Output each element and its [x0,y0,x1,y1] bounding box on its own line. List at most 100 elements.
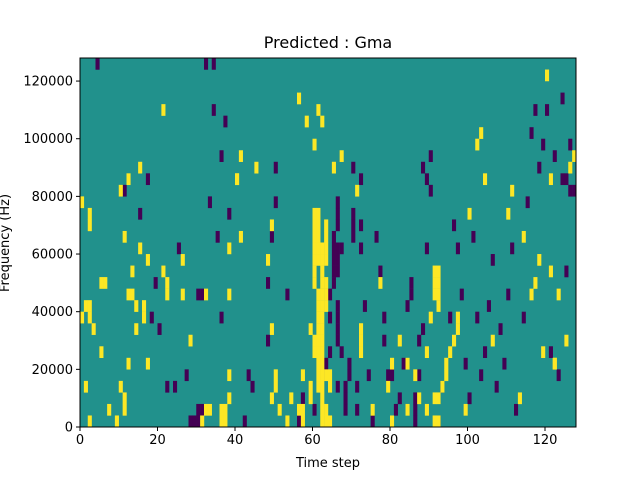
heatmap-cell-low [479,369,484,382]
heatmap-cell-low [328,311,333,324]
heatmap-cell-high [320,415,325,428]
heatmap-cell-high [432,277,437,289]
heatmap-cell-low [184,369,189,382]
heatmap-cell-high [204,403,209,416]
heatmap-cell-low [273,161,278,174]
heatmap-cell-low [331,265,336,278]
heatmap-cell-high [114,415,119,428]
heatmap-cell-high [568,161,573,174]
plot-frame [79,57,577,428]
heatmap-cell-high [227,242,232,255]
y-axis-label: Frequency (Hz) [0,194,13,292]
heatmap-cell-low [227,207,232,220]
heatmap-cell-low [463,357,468,370]
x-tick-label: 40 [227,433,244,448]
heatmap-cell-low [421,161,426,174]
heatmap-cell-low [506,288,511,301]
heatmap-cell-high [316,334,321,347]
heatmap-cell-low [409,288,414,301]
chart-title: Predicted : Gma [264,33,392,52]
x-axis: 0 20 40 60 80 100 120 [76,427,558,448]
heatmap-cell-low [568,184,573,197]
heatmap-cell-high [390,357,395,370]
heatmap-cell-high [300,415,305,428]
heatmap-cell-low [455,242,460,255]
heatmap-cell-low [215,230,220,243]
heatmap-cell-low [548,346,553,359]
heatmap-cell-low [351,230,356,243]
heatmap-cell-high [324,242,329,255]
heatmap-cell-high [138,242,143,255]
heatmap-cell-high [390,415,395,428]
heatmap-cell-low [413,415,418,428]
heatmap-cell-low [250,380,255,393]
heatmap-cell-low [335,265,340,278]
heatmap-cell-high [87,415,92,428]
heatmap-cells [80,58,577,428]
heatmap-cell-high [316,369,321,382]
heatmap-cell-low [564,173,569,186]
heatmap-cell-low [331,277,336,289]
heatmap-cell-low [351,207,356,220]
heatmap-cell-low [331,242,336,255]
heatmap-cell-high [300,369,305,382]
heatmap-cell-low [490,254,495,266]
heatmap-cell-low [502,357,507,370]
heatmap-cell-high [463,403,468,416]
heatmap-cell-low [223,115,228,128]
heatmap-cell-low [351,161,356,174]
heatmap-cell-low [355,403,360,416]
heatmap-cell-high [219,415,224,428]
heatmap-cell-low [219,311,224,324]
heatmap-cell-high [142,311,147,324]
heatmap-cell-high [552,357,557,370]
heatmap-cell-low [192,415,197,428]
heatmap-cell-low [409,277,414,289]
heatmap-cell-high [444,369,449,382]
heatmap-cell-high [467,207,472,220]
heatmap-cell-low [347,357,352,370]
x-axis-label: Time step [295,456,360,471]
heatmap-cell-low [525,196,530,209]
heatmap-cell-low [374,230,379,243]
heatmap-cell-high [312,219,317,232]
heatmap-cell-low [328,346,333,359]
heatmap-cell-high [188,334,193,347]
heatmap-cell-high [118,380,123,393]
heatmap-cell-high [328,369,333,382]
heatmap-cell-high [324,219,329,232]
heatmap-cell-high [436,265,441,278]
y-axis: 0 20000 40000 60000 80000 100000 120000 [23,75,80,436]
heatmap-cell-high [180,288,185,301]
heatmap-cell-low [533,104,538,116]
heatmap-cell-low [397,392,402,405]
heatmap-cell-low [510,242,515,255]
heatmap-cell-high [204,288,209,301]
heatmap-cell-high [161,104,166,116]
heatmap-cell-high [308,323,313,335]
heatmap-cell-high [432,288,437,301]
heatmap-cell-high [324,369,329,382]
heatmap-cell-low [390,369,395,382]
heatmap-cell-low [452,219,457,232]
heatmap-cell-high [316,104,321,116]
heatmap-cell-high [312,138,317,151]
heatmap-cell-high [455,311,460,324]
heatmap-cell-low [424,242,429,255]
heatmap-cell-high [452,334,457,347]
heatmap-cell-high [475,138,480,151]
heatmap-cell-high [316,323,321,335]
heatmap-cell-low [207,196,212,209]
heatmap-cell-high [227,369,232,382]
heatmap-cell-low [378,265,383,278]
heatmap-cell-high [269,323,274,335]
heatmap-cell-high [219,403,224,416]
heatmap-cell-high [134,323,139,335]
heatmap-cell-low [196,403,201,416]
heatmap-cell-low [266,334,271,347]
heatmap-cell-high [316,357,321,370]
heatmap-cell-high [339,150,344,162]
heatmap-cell-high [316,311,321,324]
x-tick-label: 120 [533,433,558,448]
